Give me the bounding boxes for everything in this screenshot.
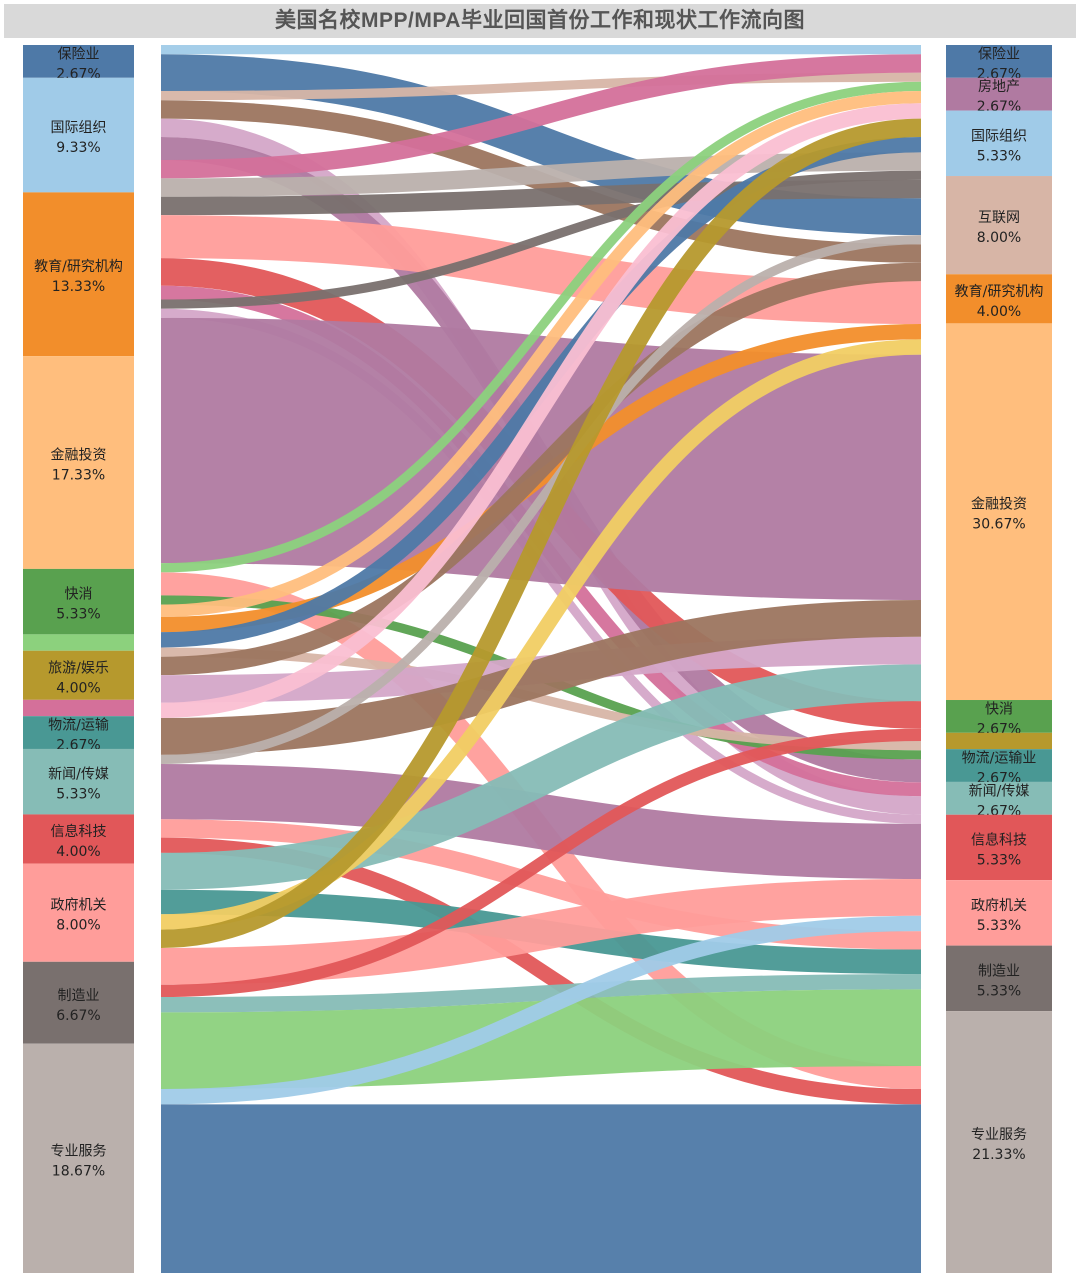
right-node-pct: 5.33% [977,918,1021,934]
left-node-label: 金融投资 [51,448,107,464]
left-node-label: 保险业 [58,46,100,62]
left-node-12 [23,961,134,1044]
right-node-6 [946,700,1052,733]
left-node-label: 政府机关 [51,898,107,914]
left-node-10 [23,814,134,864]
right-node-label: 金融投资 [971,497,1027,513]
right-node-label: 保险业 [978,46,1020,62]
right-node-label: 政府机关 [971,898,1027,914]
flow-band [160,989,922,1090]
right-node-label: 国际组织 [971,128,1027,144]
left-node-label: 信息科技 [51,823,107,840]
flow-band [160,81,922,573]
flow-band [160,764,922,879]
right-node-11 [946,880,1052,946]
flow-band [160,54,922,236]
left-node-pct: 5.33% [56,607,100,623]
flow-band [160,262,922,676]
right-node-label: 信息科技 [971,831,1027,848]
flow-band [160,974,922,1013]
right-node-label: 物流/运输业 [962,751,1037,767]
right-node-13 [946,1011,1052,1273]
left-node-13 [23,1043,134,1273]
left-node-6 [23,650,134,700]
right-node-12 [946,945,1052,1012]
flow-band [160,728,922,998]
right-node-pct: 5.33% [977,148,1021,164]
flow-band [160,664,922,890]
right-node-pct: 8.00% [977,230,1021,246]
right-node-label: 房地产 [978,79,1020,95]
left-node-pct: 6.67% [56,1008,100,1024]
title-bar: 美国名校MPP/MPA毕业回国首份工作和现状工作流向图 [4,4,1076,38]
left-node-label: 专业服务 [51,1143,107,1159]
right-node-0 [946,45,1052,78]
right-node-pct: 5.33% [977,852,1021,868]
right-node-1 [946,77,1052,111]
left-node-pct: 17.33% [52,468,105,484]
chart-title: 美国名校MPP/MPA毕业回国首份工作和现状工作流向图 [275,9,805,32]
left-node-pct: 4.00% [56,844,100,860]
left-node-column: 保险业2.67%国际组织9.33%教育/研究机构13.33%金融投资17.33%… [23,45,134,1273]
right-node-3 [946,176,1052,275]
left-node-pct: 18.67% [52,1163,105,1179]
flow-band [160,647,922,751]
left-node-label: 快消 [65,587,93,603]
left-node-pct: 4.00% [56,680,100,696]
left-node-label: 物流/运输 [48,718,109,734]
flow-band [160,90,922,617]
right-node-pct: 21.33% [972,1147,1025,1163]
left-node-1 [23,77,134,193]
left-node-4 [23,568,134,635]
left-node-pct: 5.33% [56,787,100,803]
flow-band [160,179,922,216]
flow-band [160,235,922,765]
flow-layer [160,45,922,1273]
left-node-5 [23,634,134,651]
left-node-label: 制造业 [58,988,100,1004]
right-node-10 [946,814,1052,881]
right-node-label: 教育/研究机构 [955,284,1044,300]
left-node-11 [23,863,134,962]
right-node-label: 互联网 [978,210,1020,226]
left-node-label: 国际组织 [51,120,107,136]
right-node-pct: 30.67% [972,517,1025,533]
left-node-pct: 9.33% [56,140,100,156]
left-node-8 [23,716,134,749]
left-node-2 [23,192,134,357]
left-node-label: 旅游/娱乐 [48,660,109,676]
flow-band [160,878,922,985]
right-node-pct: 4.00% [977,304,1021,320]
right-node-label: 制造业 [978,963,1020,979]
left-node-label: 教育/研究机构 [34,259,123,275]
right-node-pct: 5.33% [977,983,1021,999]
left-node-3 [23,356,134,569]
right-node-label: 快消 [985,701,1013,717]
left-node-label: 新闻/传媒 [48,767,109,783]
right-node-label: 新闻/传媒 [969,783,1030,799]
right-node-7 [946,732,1052,750]
right-node-4 [946,274,1052,324]
right-node-5 [946,323,1052,701]
flow-band [160,915,922,1105]
right-node-2 [946,110,1052,177]
right-node-9 [946,781,1052,815]
flow-band [160,103,922,719]
left-node-0 [23,45,134,78]
left-node-pct: 8.00% [56,918,100,934]
flow-band [160,118,922,948]
right-node-label: 专业服务 [971,1127,1027,1143]
flow-band [160,54,922,179]
left-node-7 [23,699,134,717]
right-node-8 [946,749,1052,782]
left-node-pct: 13.33% [52,279,105,295]
left-node-9 [23,748,134,815]
right-node-column: 保险业2.67%房地产2.67%国际组织5.33%互联网8.00%教育/研究机构… [946,45,1052,1273]
